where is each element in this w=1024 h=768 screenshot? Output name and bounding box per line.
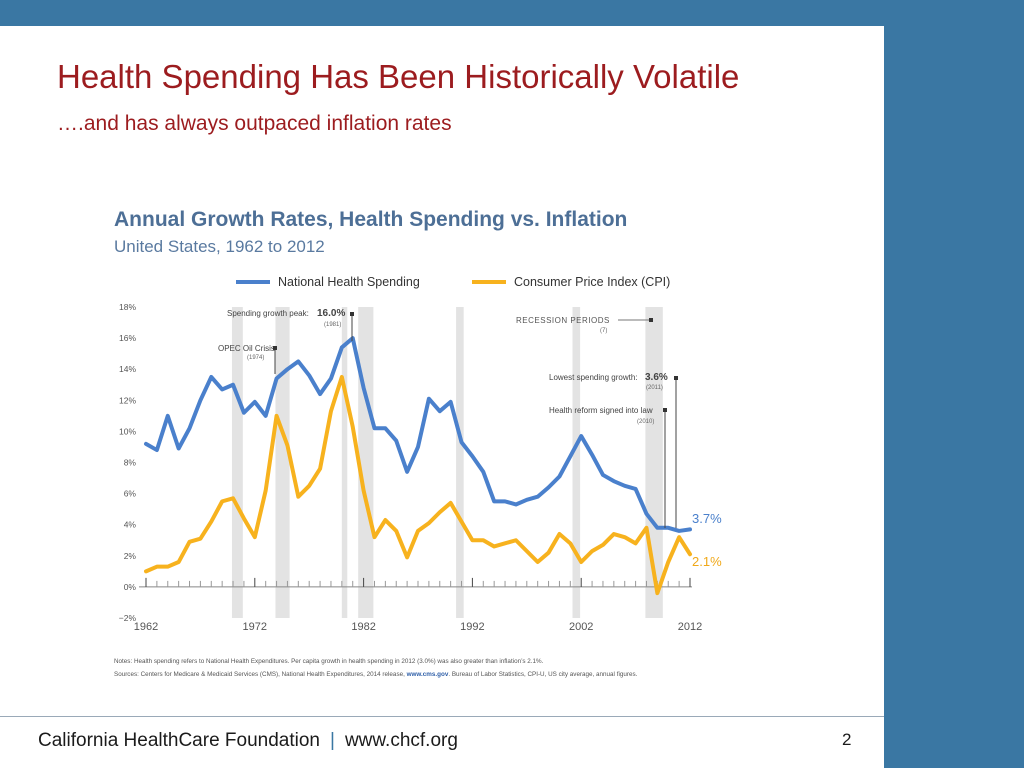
annotation-recession-key: RECESSION PERIODS (7) <box>516 316 653 334</box>
y-tick-label: 18% <box>119 302 136 312</box>
recession-band <box>341 307 348 618</box>
spending-series-line <box>144 336 692 533</box>
x-tick-label: 2012 <box>678 621 702 633</box>
recession-bands <box>231 307 663 618</box>
right-sidebar-band <box>884 0 1024 768</box>
top-banner <box>0 0 1024 26</box>
x-tick-label: 1992 <box>460 621 484 633</box>
x-tick-label: 2002 <box>569 621 593 633</box>
cpi-series-line <box>144 374 692 596</box>
annotation-lowest: Lowest spending growth: 3.6% (2011) <box>549 372 678 528</box>
annotation-lowest-year: (2011) <box>646 385 663 391</box>
y-tick-label: −2% <box>119 613 137 623</box>
chart-notes: Notes: Health spending refers to Nationa… <box>114 658 544 665</box>
annotation-lowest-text: Lowest spending growth: <box>549 373 638 382</box>
footer-divider <box>0 716 884 717</box>
annotation-recession-marker <box>649 318 653 322</box>
annotation-opec-year: (1974) <box>247 355 264 361</box>
chart-axes: 1962 1972 1982 1992 2002 2012 18% 16% 14% 12% 10% 8… <box>119 302 702 633</box>
annotation-reform-marker <box>663 408 667 412</box>
y-tick-label: 2% <box>124 551 137 561</box>
recession-band <box>572 307 581 618</box>
x-tick-label: 1962 <box>134 621 158 633</box>
chart-subtitle: United States, 1962 to 2012 <box>114 237 325 256</box>
spending-end-label: 3.7% <box>692 511 722 526</box>
annotation-peak-text: Spending growth peak: <box>227 309 309 318</box>
annotation-peak-year: (1981) <box>324 322 341 328</box>
annotation-opec-text: OPEC Oil Crisis <box>218 344 275 353</box>
slide-title: Health Spending Has Been Historically Vo… <box>57 58 740 95</box>
footer-separator: | <box>330 730 335 751</box>
y-tick-label: 12% <box>119 395 136 405</box>
annotation-recession-text: RECESSION PERIODS <box>516 316 610 325</box>
y-tick-label: 16% <box>119 333 136 343</box>
chart-sources: Sources: Centers for Medicare & Medicaid… <box>114 671 638 678</box>
annotation-lowest-value: 3.6% <box>645 372 668 383</box>
y-tick-label: 8% <box>124 458 137 468</box>
annotation-peak-value: 16.0% <box>317 308 345 319</box>
footer: California HealthCare Foundation | www.chc… <box>38 730 458 752</box>
series-lines <box>144 336 692 596</box>
x-tick-label: 1982 <box>351 621 375 633</box>
legend-cpi-label: Consumer Price Index (CPI) <box>514 275 670 289</box>
annotation-peak: Spending growth peak: 16.0% (1981) <box>227 308 354 341</box>
recession-band <box>275 307 290 618</box>
y-tick-label: 4% <box>124 520 137 530</box>
page-number: 2 <box>842 730 852 749</box>
annotation-reform-text: Health reform signed into law <box>549 406 653 415</box>
x-tick-label: 1972 <box>243 621 267 633</box>
cpi-end-label: 2.1% <box>692 554 722 569</box>
y-tick-label: 10% <box>119 426 136 436</box>
legend-spending-label: National Health Spending <box>278 275 420 289</box>
annotation-reform: Health reform signed into law (2010) <box>549 406 667 528</box>
recession-band <box>231 307 243 618</box>
annotation-peak-marker <box>350 312 354 316</box>
annotation-recession-count: (7) <box>600 328 607 334</box>
annotation-reform-year: (2010) <box>637 419 654 425</box>
y-tick-label: 0% <box>124 582 137 592</box>
recession-band <box>456 307 464 618</box>
chart-legend: National Health Spending Consumer Price … <box>236 275 670 289</box>
chart-title: Annual Growth Rates, Health Spending vs.… <box>114 208 627 231</box>
growth-rates-chart: Annual Growth Rates, Health Spending vs.… <box>114 208 722 678</box>
annotation-lowest-marker <box>674 376 678 380</box>
y-tick-label: 14% <box>119 364 136 374</box>
footer-org: California HealthCare Foundation <box>38 730 320 751</box>
y-tick-label: 6% <box>124 489 137 499</box>
annotation-opec-marker <box>273 346 277 350</box>
annotation-opec: OPEC Oil Crisis (1974) <box>218 344 277 374</box>
footer-url[interactable]: www.chcf.org <box>344 730 458 751</box>
slide-subtitle: ….and has always outpaced inflation rate… <box>57 112 452 135</box>
sources-link[interactable]: www.cms.gov <box>406 671 449 678</box>
